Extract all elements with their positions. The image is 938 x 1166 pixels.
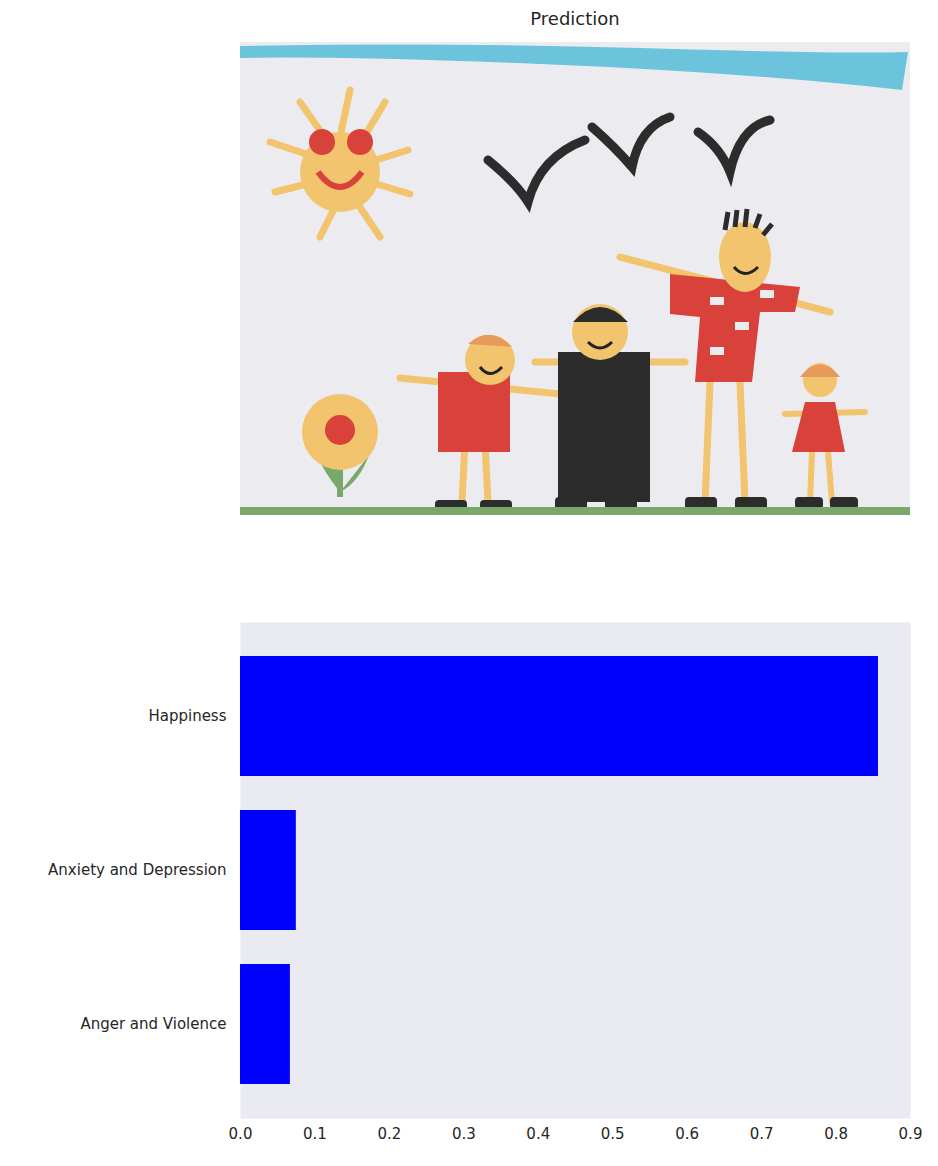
svg-text:0.8: 0.8 xyxy=(824,1125,848,1143)
svg-text:0.3: 0.3 xyxy=(452,1125,476,1143)
html-text:Prediction: Prediction xyxy=(530,8,620,29)
svg-text:0.0: 0.0 xyxy=(229,1125,253,1143)
svg-text:0.5: 0.5 xyxy=(601,1125,625,1143)
svg-text:0.7: 0.7 xyxy=(750,1125,774,1143)
svg-text:0.9: 0.9 xyxy=(899,1125,923,1143)
svg-text:0.1: 0.1 xyxy=(303,1125,327,1143)
svg-text:Happiness: Happiness xyxy=(148,707,226,725)
svg-text:0.4: 0.4 xyxy=(526,1125,550,1143)
svg-text:0.6: 0.6 xyxy=(675,1125,699,1143)
svg-text:Anxiety and Depression: Anxiety and Depression xyxy=(48,861,226,879)
svg-text:0.2: 0.2 xyxy=(377,1125,401,1143)
svg-text:Anger and Violence: Anger and Violence xyxy=(80,1015,226,1033)
